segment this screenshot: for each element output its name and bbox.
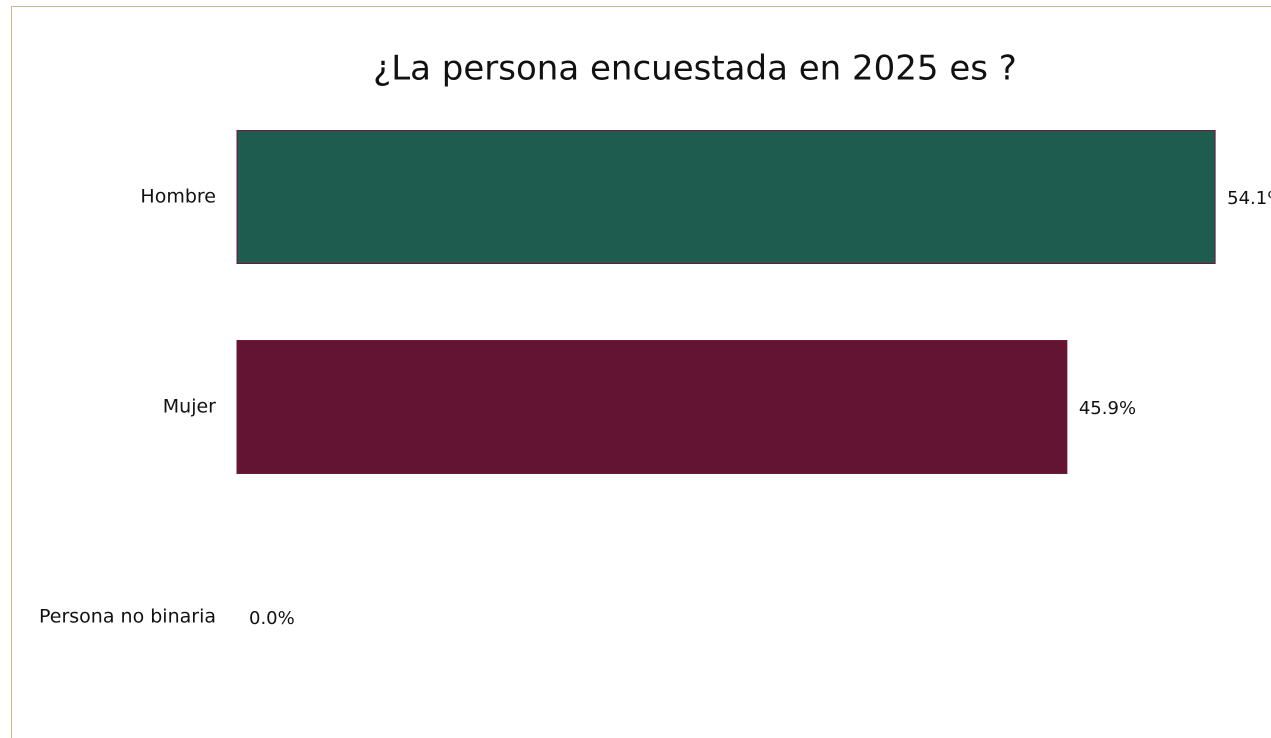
category-label: Hombre [140,186,216,208]
category-label: Mujer [163,396,216,418]
chart-title: ¿La persona encuestada en 2025 es ? [373,49,1017,89]
category-label: Persona no binaria [39,606,216,628]
value-label: 54.1% [1227,188,1271,209]
bar [236,340,1068,474]
frame [11,6,1271,738]
value-label: 45.9% [1079,398,1136,419]
bar [236,130,1216,264]
value-label: 0.0% [249,608,295,629]
